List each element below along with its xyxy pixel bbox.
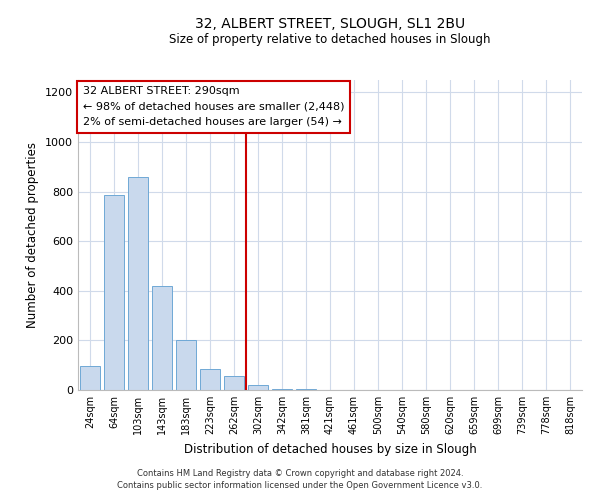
Bar: [80, 366, 100, 390]
Text: 32 ALBERT STREET: 290sqm
← 98% of detached houses are smaller (2,448)
2% of semi: 32 ALBERT STREET: 290sqm ← 98% of detach…: [83, 86, 344, 128]
Text: Contains public sector information licensed under the Open Government Licence v3: Contains public sector information licen…: [118, 481, 482, 490]
Bar: [248, 385, 268, 390]
X-axis label: Distribution of detached houses by size in Slough: Distribution of detached houses by size …: [184, 442, 476, 456]
Bar: [224, 376, 244, 390]
Y-axis label: Number of detached properties: Number of detached properties: [26, 142, 40, 328]
Text: Contains HM Land Registry data © Crown copyright and database right 2024.: Contains HM Land Registry data © Crown c…: [137, 468, 463, 477]
Bar: [176, 340, 196, 390]
Bar: [152, 286, 172, 390]
Bar: [128, 176, 148, 390]
Bar: [272, 389, 292, 390]
Text: 32, ALBERT STREET, SLOUGH, SL1 2BU: 32, ALBERT STREET, SLOUGH, SL1 2BU: [195, 18, 465, 32]
Bar: [200, 369, 220, 390]
Bar: [104, 196, 124, 390]
Text: Size of property relative to detached houses in Slough: Size of property relative to detached ho…: [169, 32, 491, 46]
